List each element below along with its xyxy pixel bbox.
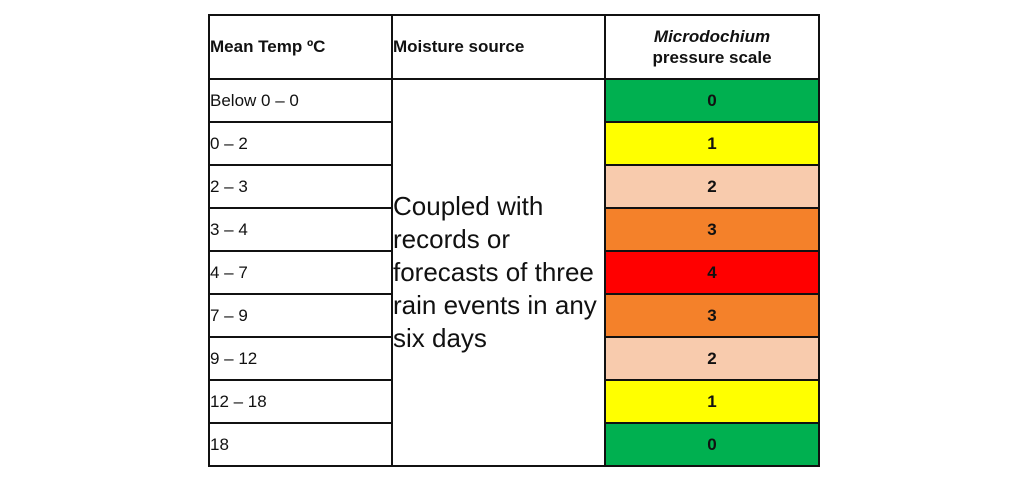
table-row: Below 0 – 0 Coupled with records or fore… xyxy=(208,78,820,467)
table-row: 18 0 xyxy=(208,422,820,467)
pressure-scale-cell: 1 xyxy=(604,121,820,166)
temp-cell: Below 0 – 0 xyxy=(208,78,393,123)
table-row: 12 – 18 1 xyxy=(208,379,820,424)
pressure-scale-cell: 2 xyxy=(604,336,820,381)
table-row: 3 – 4 3 xyxy=(208,207,820,252)
temp-cell: 3 – 4 xyxy=(208,207,393,252)
temp-cell: 9 – 12 xyxy=(208,336,393,381)
table-row: 9 – 12 2 xyxy=(208,336,820,381)
table-row: 4 – 7 4 xyxy=(208,250,820,295)
pressure-scale-cell: 0 xyxy=(604,422,820,467)
temp-cell: 12 – 18 xyxy=(208,379,393,424)
table-row: 7 – 9 3 xyxy=(208,293,820,338)
header-pressure-scale-italic: Microdochium xyxy=(653,27,771,46)
header-mean-temp: Mean Temp ºC xyxy=(208,14,393,80)
temp-cell: 7 – 9 xyxy=(208,293,393,338)
header-moisture-source: Moisture source xyxy=(391,14,606,80)
temp-cell: 0 – 2 xyxy=(208,121,393,166)
table-row: 0 – 2 1 xyxy=(208,121,820,166)
table-header-row: Mean Temp ºC Moisture source Microdochiu… xyxy=(208,14,820,80)
temp-cell: 2 – 3 xyxy=(208,164,393,209)
pressure-scale-cell: 2 xyxy=(604,164,820,209)
pressure-scale-cell: 0 xyxy=(604,78,820,123)
table-row: 2 – 3 2 xyxy=(208,164,820,209)
temp-cell: 4 – 7 xyxy=(208,250,393,295)
pressure-scale-cell: 1 xyxy=(604,379,820,424)
header-pressure-scale: Microdochium pressure scale xyxy=(604,14,820,80)
temp-cell: 18 xyxy=(208,422,393,467)
microdochium-pressure-table: Mean Temp ºC Moisture source Microdochiu… xyxy=(208,14,820,467)
header-pressure-scale-sub: pressure scale xyxy=(652,48,772,67)
pressure-scale-cell: 4 xyxy=(604,250,820,295)
pressure-scale-cell: 3 xyxy=(604,293,820,338)
pressure-scale-cell: 3 xyxy=(604,207,820,252)
moisture-source-cell: Coupled with records or forecasts of thr… xyxy=(391,78,606,467)
